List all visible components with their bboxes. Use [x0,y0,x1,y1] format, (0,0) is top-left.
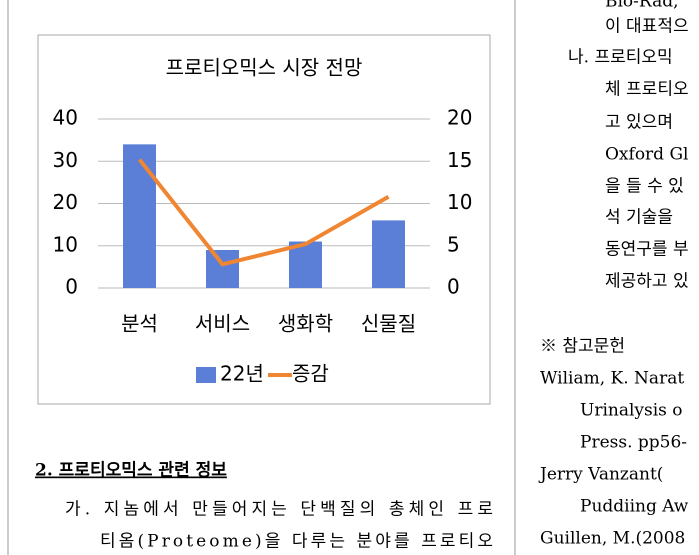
bar [372,220,405,288]
y-tick-label: 40 [53,106,78,130]
body-line: Guillen, M.(2008 [540,529,685,549]
y-tick-label: 0 [65,275,78,299]
chart-frame [37,34,491,405]
legend-label: 22년 [220,362,264,386]
body-line: 티옴(Proteome)을 다루는 분야를 프로티오 [100,532,493,552]
body-line: Wiliam, K. Narat [540,369,684,389]
body-line: 체 프로티오 [605,80,689,100]
x-tick-label: 분석 [121,312,158,336]
body-line: 석 기술을 [605,208,673,228]
y-tick-label: 10 [53,232,78,256]
body-line: 을 들 수 있 [605,177,684,197]
body-line: 제공하고 있 [605,272,689,292]
y2-tick-label: 20 [447,106,472,130]
bar [123,144,156,288]
body-line: 이 대표적으 [605,17,689,37]
body-line: Bio-Rad, [605,0,679,12]
body-line: 고 있으며 [605,113,673,133]
body-line: 나. 프로티오믹 [568,48,673,68]
section-heading: 2. 프로티오믹스 관련 정보 [35,461,227,481]
bar [289,241,322,288]
body-line: Puddiing Aw [580,497,689,517]
bar [206,249,239,288]
line-series [137,158,390,267]
body-line: ※ 참고문헌 [540,337,625,357]
legend-swatch [196,367,216,383]
body-line: Jerry Vanzant( [538,465,663,485]
y-tick-label: 30 [53,148,78,172]
y-tick-label: 20 [53,190,78,214]
body-line: 동연구를 부 [605,240,689,260]
y2-tick-label: 0 [447,275,460,299]
chart-title: 프로티오믹스 시장 전망 [166,56,363,80]
legend-label: 증감 [292,362,329,386]
y2-tick-label: 5 [447,232,460,256]
body-line: 가. 지놈에서 만들어지는 단백질의 총체인 프로 [65,500,493,520]
y2-tick-label: 15 [447,148,472,172]
x-tick-label: 서비스 [195,312,250,336]
y2-tick-label: 10 [447,190,472,214]
x-tick-label: 생화학 [278,312,333,336]
x-tick-label: 신물질 [361,312,416,336]
body-line: Urinalysis o [580,401,683,421]
body-line: Oxford Gl [605,145,688,165]
body-line: Press. pp56- [580,433,687,453]
